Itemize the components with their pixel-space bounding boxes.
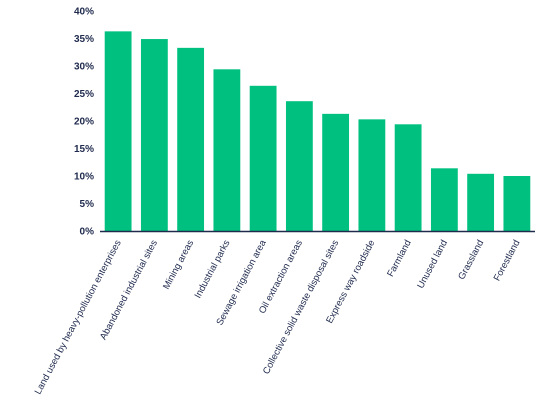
- x-axis: Land used by heavy-pollution enterprises…: [33, 238, 523, 397]
- x-tick-label: Industrial parks: [193, 238, 233, 300]
- bar: [249, 85, 277, 231]
- x-tick-label: Collective solid waste disposal sites: [261, 238, 341, 376]
- y-axis: 0% 5% 10% 15% 20% 25% 30% 35% 40%: [74, 7, 94, 238]
- y-tick-label: 35%: [74, 34, 94, 45]
- x-tick-label: Grassland: [456, 238, 486, 281]
- bar: [322, 113, 350, 231]
- x-tick-label: Farmland: [385, 238, 414, 279]
- y-tick-label: 30%: [74, 62, 94, 73]
- y-tick-label: 25%: [74, 89, 94, 100]
- bar: [104, 31, 132, 231]
- y-tick-label: 10%: [74, 172, 94, 183]
- bar: [140, 39, 168, 231]
- x-tick-label: Mining areas: [161, 238, 196, 291]
- bar: [430, 168, 458, 231]
- y-tick-label: 0%: [80, 227, 95, 238]
- y-tick-label: 5%: [80, 199, 95, 210]
- y-tick-label: 20%: [74, 117, 94, 128]
- bar: [177, 47, 205, 231]
- bars: [104, 31, 531, 231]
- bar: [285, 101, 313, 231]
- y-tick-label: 40%: [74, 7, 94, 18]
- y-tick-label: 15%: [74, 144, 94, 155]
- bar: [394, 124, 422, 231]
- bar: [213, 69, 241, 231]
- x-tick-label: Unused land: [415, 238, 450, 290]
- x-tick-label: Forestland: [492, 238, 523, 283]
- bar: [467, 173, 495, 231]
- bar: [503, 176, 531, 231]
- bar: [358, 119, 386, 231]
